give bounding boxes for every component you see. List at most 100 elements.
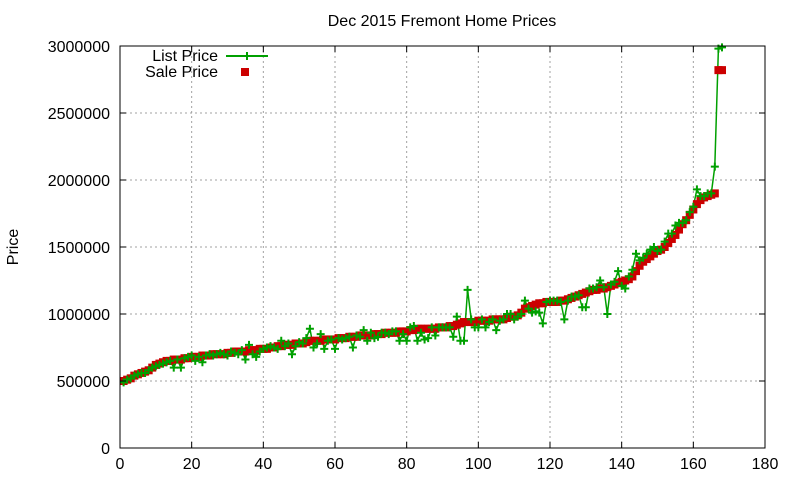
legend-plus-glyph	[243, 52, 251, 60]
x-tick-label: 40	[254, 456, 272, 473]
list-price-point	[252, 352, 261, 361]
list-price-point	[707, 189, 716, 198]
list-price-point	[718, 43, 726, 52]
x-tick-label: 120	[537, 456, 564, 473]
chart-title: Dec 2015 Fremont Home Prices	[328, 13, 557, 30]
list-price-point	[241, 355, 250, 364]
list-price-point	[402, 336, 411, 345]
sale-price-point	[664, 238, 673, 247]
list-price-point	[169, 363, 178, 372]
list-price-point	[417, 328, 425, 337]
list-price-point	[431, 331, 440, 340]
list-price-point	[176, 363, 185, 372]
list-price-point	[642, 249, 651, 258]
list-price-point	[467, 315, 476, 324]
list-price-point	[374, 332, 382, 341]
sale-price-point	[667, 234, 676, 243]
list-price-point	[284, 339, 293, 348]
list-price-point	[538, 319, 547, 328]
list-price-point	[689, 202, 698, 211]
legend: List Price Sale Price	[145, 48, 268, 81]
list-price-point	[463, 285, 472, 294]
y-axis-label: Price	[5, 229, 22, 266]
list-price-point	[649, 243, 658, 251]
list-price-point	[198, 358, 207, 367]
list-price-point	[173, 355, 182, 364]
list-price-point	[603, 310, 612, 318]
list-price-point	[477, 315, 486, 324]
list-price-point	[316, 330, 325, 339]
list-price-point	[460, 336, 468, 345]
list-price-point	[632, 249, 640, 258]
list-price-point	[524, 304, 533, 313]
list-price-point	[223, 351, 232, 360]
axis-ticks: 0 500000 1000000 1500000 2000000 2500000 30000…	[48, 39, 779, 473]
x-tick-label: 20	[183, 456, 201, 473]
list-price-point	[474, 323, 483, 332]
list-price-point	[488, 315, 497, 324]
list-price-point	[499, 315, 508, 324]
legend-label-list-price: List Price	[152, 48, 218, 65]
x-tick-label: 80	[398, 456, 416, 473]
list-price-point	[596, 276, 605, 285]
list-price-point	[599, 283, 608, 292]
list-price-point	[445, 323, 454, 332]
legend-label-sale-price: Sale Price	[145, 64, 218, 81]
y-tick-label: 2000000	[48, 173, 110, 190]
y-tick-label: 500000	[57, 374, 110, 391]
list-price-point	[277, 336, 286, 345]
list-price-point	[481, 323, 490, 332]
list-price-point	[520, 296, 529, 305]
list-price-point	[356, 332, 365, 341]
plot-area	[119, 43, 726, 387]
list-price-point	[581, 303, 590, 312]
y-tick-label: 1000000	[48, 307, 110, 324]
x-tick-label: 140	[608, 456, 635, 473]
list-price-point	[610, 277, 619, 286]
list-price-point	[427, 323, 436, 332]
list-price-point	[628, 265, 637, 274]
x-tick-label: 0	[116, 456, 125, 473]
list-price-point	[237, 346, 246, 355]
y-tick-label: 3000000	[48, 39, 110, 56]
list-price-point	[194, 352, 203, 361]
list-price-point	[191, 356, 200, 365]
list-price-point	[685, 208, 694, 217]
list-price-point	[345, 332, 354, 341]
list-price-point	[682, 216, 691, 225]
list-price-point	[535, 308, 544, 317]
y-tick-label: 2500000	[48, 106, 110, 123]
list-price-point	[614, 267, 623, 276]
list-price-point	[563, 296, 572, 305]
y-tick-label: 1500000	[48, 240, 110, 257]
list-price-point	[657, 245, 666, 254]
sale-price-point	[675, 225, 683, 234]
list-price-point	[506, 310, 515, 318]
list-price-point	[245, 340, 253, 349]
legend-swatch-sale-price	[241, 68, 249, 76]
y-tick-label: 0	[101, 441, 110, 458]
x-tick-label: 100	[465, 456, 492, 473]
list-price-point	[366, 328, 375, 337]
list-price-point	[348, 343, 357, 352]
list-price-point	[592, 283, 601, 292]
list-price-point	[452, 312, 461, 321]
list-price-point	[298, 339, 307, 348]
list-price-point	[710, 162, 719, 171]
sale-price-point	[692, 200, 701, 209]
list-price-point	[313, 339, 322, 348]
sale-price-point	[635, 261, 644, 270]
list-price-point	[639, 253, 648, 262]
list-price-point	[449, 332, 458, 341]
list-price-point	[395, 336, 404, 345]
list-price-point	[391, 327, 400, 336]
list-price-point	[359, 326, 368, 335]
list-price-point	[291, 342, 300, 351]
list-price-point	[309, 343, 318, 352]
list-price-point	[621, 284, 630, 293]
list-price-point	[517, 310, 526, 318]
sale-price-point	[632, 267, 640, 276]
list-price-point	[574, 291, 583, 300]
list-price-point	[624, 272, 633, 281]
list-price-point	[399, 330, 408, 339]
